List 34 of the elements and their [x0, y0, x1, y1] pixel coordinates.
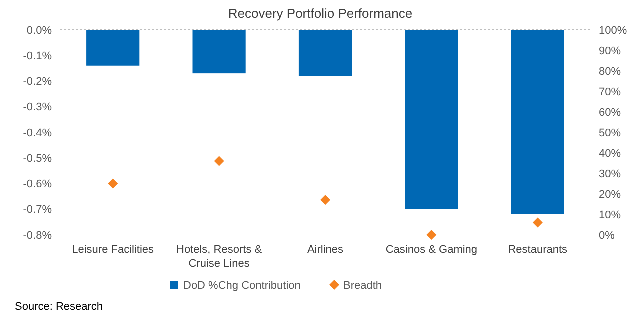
y2-tick-label: 40%	[599, 148, 622, 160]
x-tick-label: Leisure Facilities	[72, 244, 155, 256]
y-tick-label: -0.2%	[23, 76, 52, 88]
legend-label: DoD %Chg Contribution	[184, 280, 301, 292]
y-tick-label: 0.0%	[26, 24, 52, 37]
x-tick-label: Casinos & Gaming	[386, 244, 478, 256]
y2-tick-label: 30%	[599, 168, 622, 180]
y2-tick-label: 50%	[599, 127, 622, 140]
point	[532, 218, 543, 228]
y2-tick-label: 70%	[599, 86, 622, 98]
y-tick-label: -0.5%	[23, 152, 52, 165]
y2-tick-label: 80%	[599, 66, 622, 78]
y-tick-label: -0.1%	[23, 50, 52, 62]
y2-tick-label: 0%	[599, 230, 616, 242]
point	[426, 230, 437, 240]
point	[214, 156, 224, 166]
x-tick-label: Airlines	[307, 244, 344, 256]
y2-tick-label: 90%	[599, 45, 622, 58]
legend-label: Breadth	[344, 280, 382, 292]
point	[108, 178, 118, 189]
x-tick-label: Hotels, Resorts & Cruise Lines	[176, 244, 263, 270]
x-tick-label: Restaurants	[508, 244, 568, 256]
y2-tick-label: 10%	[599, 209, 622, 222]
source-note: Source: Research	[15, 301, 104, 313]
y2-tick-label: 100%	[599, 24, 628, 37]
y-tick-label: -0.4%	[23, 127, 52, 140]
y-tick-label: -0.7%	[23, 204, 52, 216]
y-tick-label: -0.8%	[23, 230, 52, 242]
chart-title: Recovery Portfolio Performance	[228, 6, 413, 21]
point	[320, 195, 330, 206]
y-tick-label: -0.6%	[23, 178, 52, 191]
y2-tick-label: 20%	[599, 188, 622, 201]
y2-tick-label: 60%	[599, 106, 622, 119]
y-tick-label: -0.3%	[23, 102, 52, 114]
